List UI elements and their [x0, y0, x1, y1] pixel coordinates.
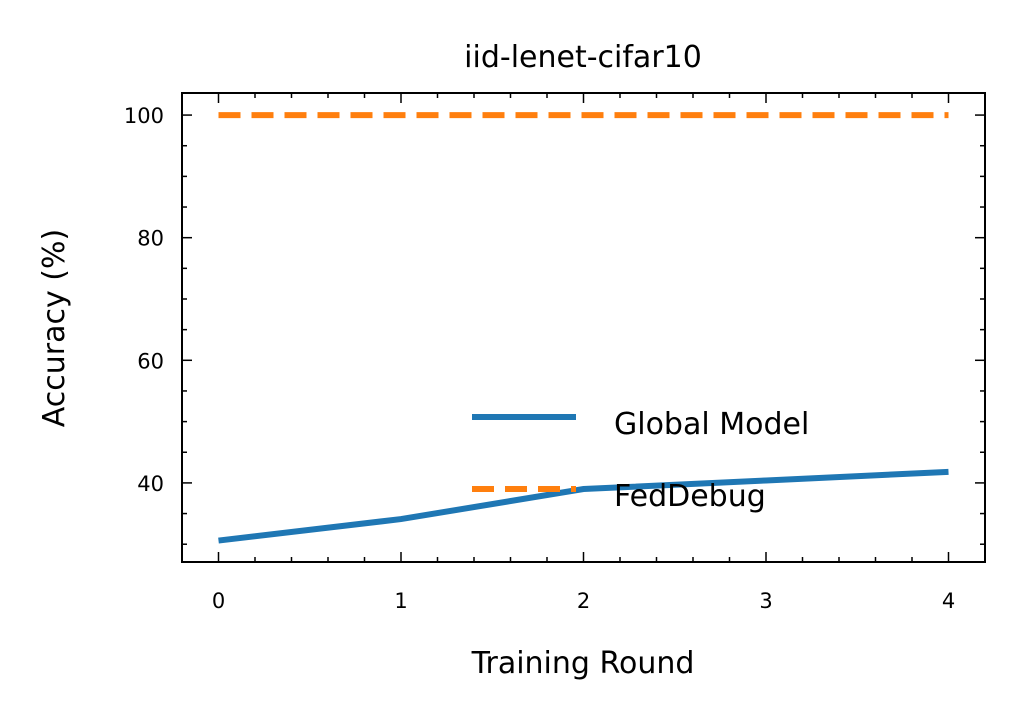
series-line-global-model — [218, 468, 949, 544]
x-tick-label: 0 — [212, 589, 225, 613]
y-tick-label: 80 — [137, 227, 164, 251]
legend-label: FedDebug — [614, 479, 766, 514]
legend: Global Model FedDebug — [472, 407, 809, 514]
x-axis-label: Training Round — [471, 646, 695, 681]
y-axis-label: Accuracy (%) — [37, 229, 72, 427]
x-tick-label: 3 — [759, 589, 772, 613]
legend-label: Global Model — [614, 407, 809, 442]
x-tick-label: 1 — [394, 589, 407, 613]
x-tick-label: 4 — [942, 589, 955, 613]
x-tick-label: 2 — [577, 589, 590, 613]
y-tick-label: 100 — [124, 104, 164, 128]
plot-frame — [181, 92, 986, 563]
chart-title: iid-lenet-cifar10 — [464, 40, 702, 75]
y-tick-label: 60 — [137, 349, 164, 373]
y-tick-label: 40 — [137, 472, 164, 496]
